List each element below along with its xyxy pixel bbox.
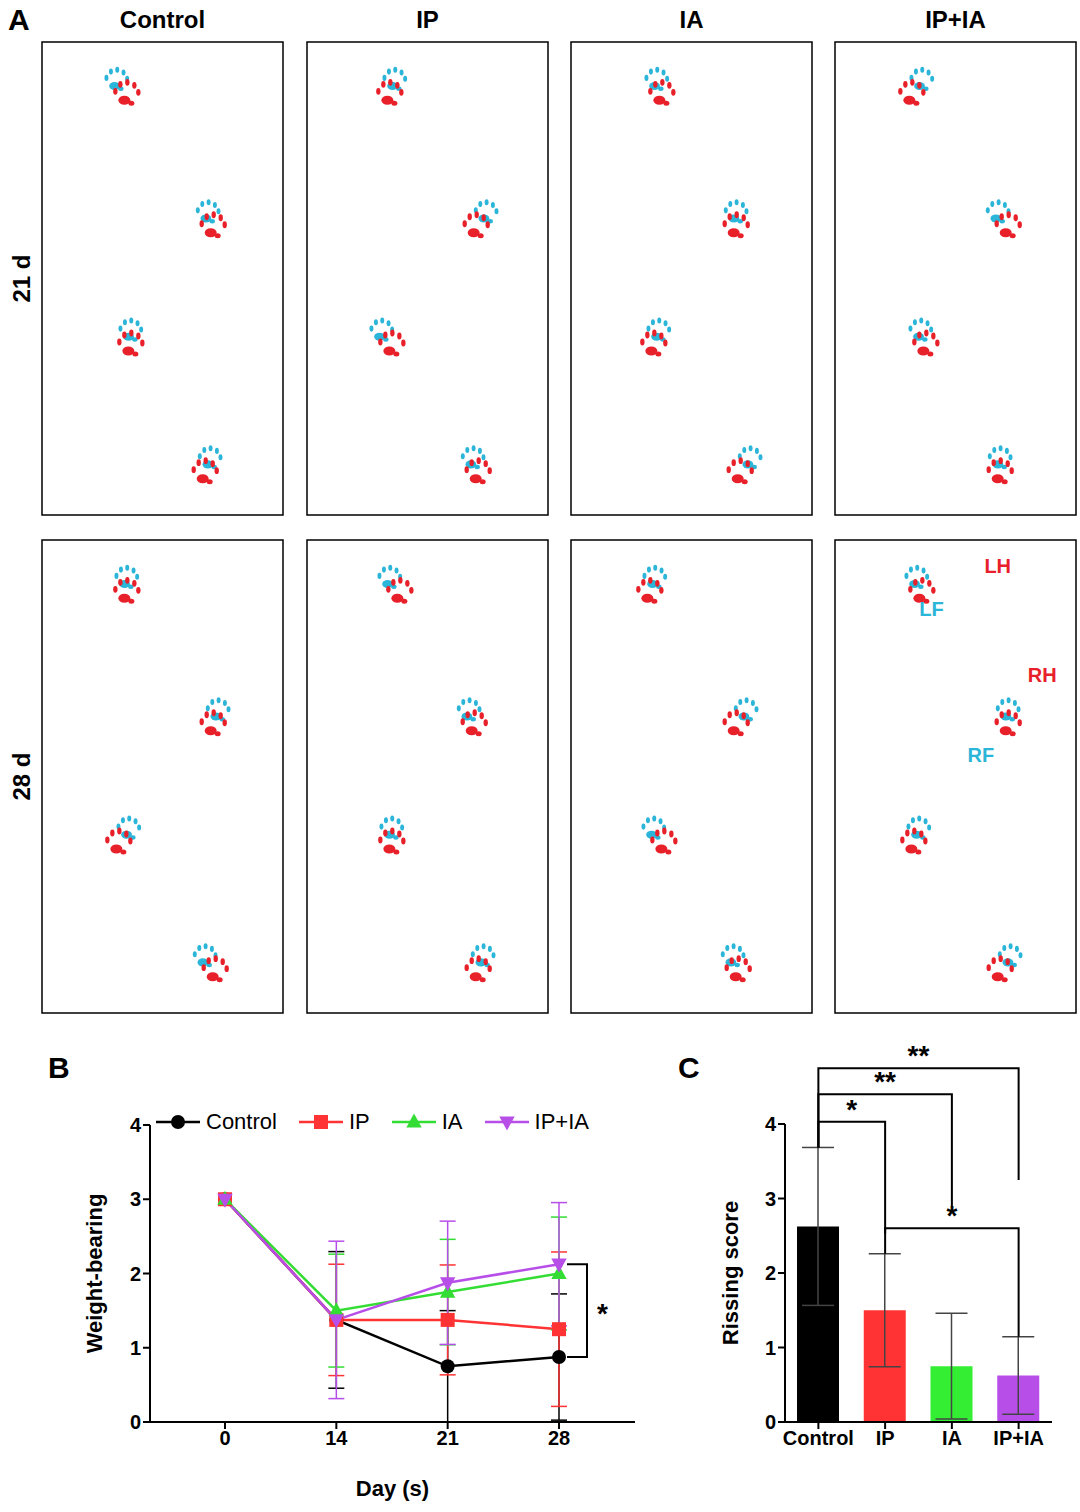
svg-text:RH: RH [1028,664,1057,686]
svg-text:IP+IA: IP+IA [993,1427,1044,1449]
svg-text:A: A [8,3,30,36]
svg-text:1: 1 [765,1337,776,1359]
svg-text:LF: LF [919,598,943,620]
svg-text:3: 3 [130,1188,141,1210]
html-text:IP+IA: IP+IA [534,1109,589,1134]
html-text:Control: Control [206,1109,277,1134]
svg-text:21 d: 21 d [8,254,35,302]
svg-text:Control: Control [783,1427,854,1449]
svg-text:28: 28 [548,1427,570,1449]
svg-text:**: ** [908,1040,930,1071]
svg-text:28 d: 28 d [8,752,35,800]
svg-text:0: 0 [219,1427,230,1449]
svg-text:IA: IA [942,1427,962,1449]
svg-text:2: 2 [130,1263,141,1285]
svg-text:3: 3 [765,1188,776,1210]
svg-text:21: 21 [437,1427,459,1449]
svg-text:IA: IA [680,6,704,33]
svg-text:Control: Control [120,6,205,33]
svg-text:1: 1 [130,1337,141,1359]
html-text:IA: IA [441,1109,463,1134]
svg-text:**: ** [874,1066,896,1097]
svg-text:*: * [597,1298,608,1329]
svg-text:*: * [946,1200,957,1231]
svg-text:*: * [846,1094,857,1125]
svg-text:LH: LH [984,555,1011,577]
svg-text:4: 4 [765,1113,777,1135]
svg-text:IP: IP [876,1427,895,1449]
svg-text:2: 2 [765,1262,776,1284]
svg-text:IP+IA: IP+IA [925,6,986,33]
svg-text:14: 14 [325,1427,348,1449]
svg-text:IP: IP [416,6,439,33]
svg-text:RF: RF [968,744,995,766]
svg-text:Rissing score: Rissing score [718,1201,743,1345]
svg-text:Weight-bearing: Weight-bearing [82,1194,107,1354]
svg-text:0: 0 [130,1411,141,1433]
svg-text:B: B [48,1051,70,1084]
svg-text:Day (s): Day (s) [356,1476,429,1501]
svg-text:4: 4 [130,1114,142,1136]
html-text:IP: IP [348,1109,370,1134]
svg-text:0: 0 [765,1411,776,1433]
svg-text:C: C [678,1051,700,1084]
